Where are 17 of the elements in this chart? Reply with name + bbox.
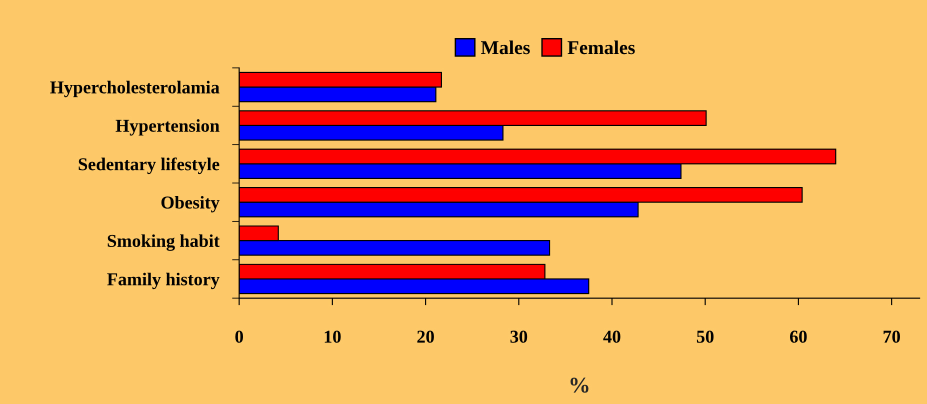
y-tick-label: Smoking habit: [108, 234, 220, 251]
y-tick-label: Hypertension: [116, 119, 220, 136]
legend-label: Males: [481, 40, 530, 54]
y-tick-label: Hypercholesterolamia: [50, 80, 220, 98]
x-tick-label: 30: [510, 330, 528, 343]
x-axis-title: %: [570, 378, 588, 393]
x-tick-label: 0: [235, 330, 243, 343]
y-tick-label: Family history: [107, 272, 220, 290]
x-tick-label: 60: [790, 330, 807, 343]
legend-label: Females: [568, 40, 635, 54]
x-tick-label: 70: [884, 330, 900, 343]
x-tick-label: 20: [417, 330, 434, 343]
y-tick-label: Obesity: [161, 196, 220, 212]
x-tick-label: 40: [603, 330, 620, 343]
y-tick-label: Sedentary lifestyle: [78, 157, 220, 174]
x-tick-label: 10: [324, 330, 341, 343]
x-tick-label: 50: [696, 330, 714, 343]
